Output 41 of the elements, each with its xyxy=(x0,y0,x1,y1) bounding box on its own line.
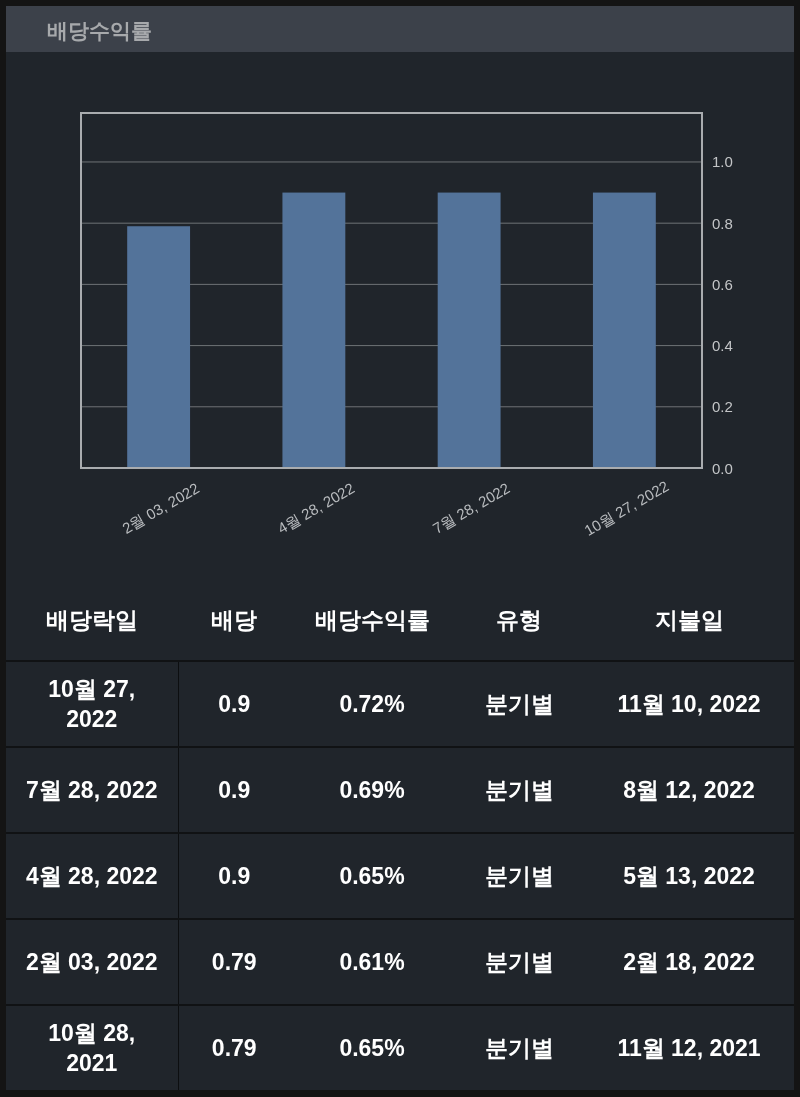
category-label: 배당 xyxy=(210,605,258,635)
y-tick-label: 0.2 xyxy=(712,398,733,416)
text: 0.65% xyxy=(290,1005,454,1090)
text: 분기별 xyxy=(454,661,584,747)
text: 0.72% xyxy=(290,661,454,747)
y-tick-label: 1.0 xyxy=(712,153,733,171)
text: 5월 13, 2022 xyxy=(584,833,794,919)
chart-title: 배당수익률 xyxy=(47,18,152,44)
text: 7월 28, 2022 xyxy=(6,747,178,833)
y-tick-label: 0.6 xyxy=(712,275,733,293)
text: 0.79 xyxy=(178,1005,290,1090)
text: 분기별 xyxy=(454,919,584,1005)
text: 2월 03, 2022 xyxy=(6,919,178,1005)
text: 분기별 xyxy=(454,1005,584,1090)
text: 0.61% xyxy=(290,919,454,1005)
text: 분기별 xyxy=(454,747,584,833)
text: 0.69% xyxy=(290,747,454,833)
text: 11월 12, 2021 xyxy=(584,1005,794,1090)
text: 0.9 xyxy=(178,747,290,833)
x-tick-label: 7월 28, 2022 xyxy=(429,479,513,537)
text: 8월 12, 2022 xyxy=(584,747,794,833)
text: 0.65% xyxy=(290,833,454,919)
text: 4월 28, 2022 xyxy=(6,833,178,919)
text: 0.9 xyxy=(178,833,290,919)
text: 10월 28, 2021 xyxy=(6,1005,178,1090)
y-tick-label: 0.4 xyxy=(712,337,733,355)
x-tick-label: 2월 03, 2022 xyxy=(119,479,203,537)
category-label: 유형 xyxy=(495,605,543,635)
y-tick-label: 0.0 xyxy=(712,459,733,477)
x-tick-label: 4월 28, 2022 xyxy=(274,479,358,537)
text: 2월 18, 2022 xyxy=(584,919,794,1005)
text: 11월 10, 2022 xyxy=(584,661,794,747)
category-label: 배당수익률 xyxy=(313,605,431,635)
text: 분기별 xyxy=(454,833,584,919)
x-tick-label: 10월 27, 2022 xyxy=(581,477,672,539)
text: 0.79 xyxy=(178,919,290,1005)
y-tick-label: 0.8 xyxy=(712,214,733,232)
text: 0.9 xyxy=(178,661,290,747)
category-label: 배당락일 xyxy=(45,605,139,635)
text: 10월 27, 2022 xyxy=(6,661,178,747)
category-label: 지불일 xyxy=(653,605,725,635)
